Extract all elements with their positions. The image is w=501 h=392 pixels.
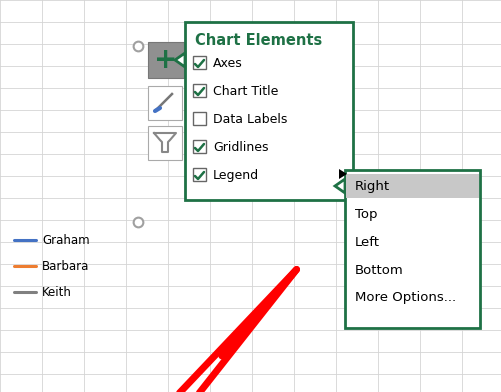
FancyBboxPatch shape — [192, 56, 205, 69]
FancyBboxPatch shape — [192, 111, 205, 125]
Text: More Options...: More Options... — [354, 292, 455, 305]
Text: Axes: Axes — [212, 56, 242, 69]
FancyBboxPatch shape — [192, 167, 205, 180]
Text: Left: Left — [354, 236, 379, 249]
FancyBboxPatch shape — [345, 174, 478, 198]
Text: Legend: Legend — [212, 169, 259, 181]
FancyBboxPatch shape — [344, 170, 479, 328]
FancyBboxPatch shape — [148, 126, 182, 160]
Text: Bottom: Bottom — [354, 263, 403, 276]
FancyBboxPatch shape — [148, 42, 184, 78]
FancyBboxPatch shape — [148, 86, 182, 120]
Polygon shape — [175, 53, 185, 67]
Text: +: + — [154, 46, 177, 74]
FancyBboxPatch shape — [192, 83, 205, 96]
Text: Right: Right — [354, 180, 389, 192]
Polygon shape — [338, 169, 346, 179]
Polygon shape — [334, 179, 344, 193]
FancyBboxPatch shape — [192, 140, 205, 152]
FancyBboxPatch shape — [185, 22, 352, 200]
Text: Graham: Graham — [42, 234, 90, 247]
Text: Data Labels: Data Labels — [212, 113, 287, 125]
Text: Top: Top — [354, 207, 377, 221]
Text: Keith: Keith — [42, 285, 72, 298]
Text: Barbara: Barbara — [42, 260, 89, 272]
Text: Chart Title: Chart Title — [212, 85, 278, 98]
Text: Chart Elements: Chart Elements — [194, 33, 322, 47]
Text: Gridlines: Gridlines — [212, 140, 268, 154]
